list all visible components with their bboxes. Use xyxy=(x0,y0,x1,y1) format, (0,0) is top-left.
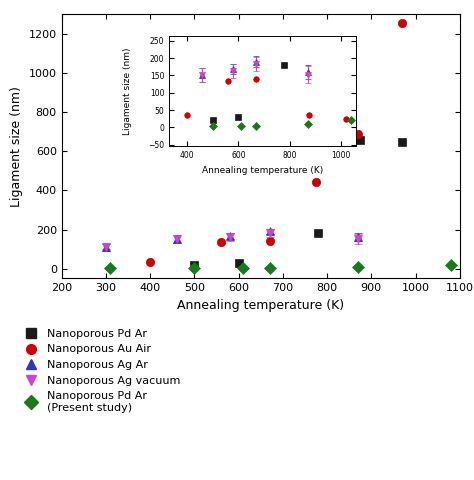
Legend: Nanoporous Pd Ar, Nanoporous Au Air, Nanoporous Ag Ar, Nanoporous Ag vacuum, Nan: Nanoporous Pd Ar, Nanoporous Au Air, Nan… xyxy=(19,329,181,413)
Y-axis label: Ligament size (nm): Ligament size (nm) xyxy=(10,86,23,207)
X-axis label: Annealing temperature (K): Annealing temperature (K) xyxy=(177,299,344,312)
